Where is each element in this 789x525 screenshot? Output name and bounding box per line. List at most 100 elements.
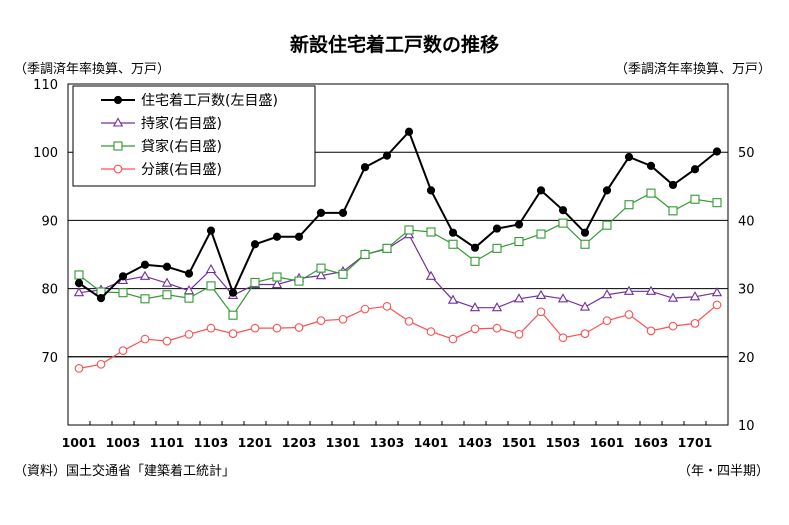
data-point (602, 220, 612, 230)
data-point (74, 279, 84, 288)
right-tick-label: 20 (738, 351, 755, 366)
data-point (513, 293, 525, 303)
data-point (624, 200, 634, 210)
data-point (316, 263, 326, 273)
data-point (536, 186, 546, 195)
data-point (404, 127, 414, 136)
data-point (118, 288, 128, 298)
x-tick-label: 1103 (194, 435, 229, 450)
left-tick-label: 100 (33, 146, 58, 161)
data-point (162, 336, 172, 346)
data-point (74, 364, 84, 373)
data-point (492, 323, 502, 333)
data-point (712, 300, 722, 310)
data-point (338, 269, 348, 279)
data-point (140, 334, 150, 344)
series-line (78, 304, 718, 369)
left-axis-unit: （季調済年率換算、万戸） (14, 62, 171, 77)
data-point (382, 151, 392, 160)
data-point (250, 323, 260, 333)
left-tick-label: 80 (41, 283, 58, 298)
data-point (360, 163, 370, 172)
data-point (514, 329, 524, 339)
data-point (448, 239, 458, 249)
data-point (113, 95, 123, 105)
x-tick-label: 1403 (458, 435, 493, 450)
data-point (448, 228, 458, 237)
data-point (272, 272, 282, 282)
data-point (470, 324, 480, 334)
x-tick-label: 1203 (282, 435, 317, 450)
x-tick-label: 1001 (62, 435, 97, 450)
gridlines (68, 151, 728, 358)
data-point (602, 316, 612, 326)
x-tick-label: 1603 (634, 435, 669, 450)
data-point (205, 263, 217, 274)
x-tick-label: 1003 (106, 435, 141, 450)
data-point (712, 198, 722, 208)
data-point (712, 147, 722, 156)
left-tick-label: 110 (33, 78, 58, 93)
data-point (162, 262, 172, 271)
data-point (140, 260, 150, 269)
data-point (536, 229, 546, 239)
data-point (447, 294, 459, 304)
x-tick-label: 1503 (546, 435, 581, 450)
data-point (272, 232, 282, 241)
right-tick-label: 10 (738, 419, 755, 434)
right-axis-ticks: 10 20 30 40 50 (738, 146, 755, 434)
data-point (316, 208, 326, 217)
series-line (78, 192, 718, 317)
data-point (294, 323, 304, 332)
data-point (206, 226, 216, 235)
data-point (426, 186, 436, 195)
legend-label: 住宅着工戸数(左目盛) (141, 93, 278, 109)
data-point (535, 289, 547, 299)
data-point (711, 287, 723, 297)
data-point (113, 141, 123, 151)
x-tick-label: 1601 (590, 435, 625, 450)
data-point (557, 293, 569, 303)
data-point (184, 329, 194, 339)
data-point (112, 117, 124, 127)
data-point (689, 291, 701, 301)
series-circle (74, 300, 722, 373)
data-point (404, 225, 414, 235)
x-tick-label: 1401 (414, 435, 449, 450)
data-point (162, 290, 172, 300)
data-point (360, 249, 370, 260)
chart-title: 新設住宅着工戸数の推移 (289, 34, 499, 56)
data-point (228, 329, 238, 338)
data-point (690, 194, 700, 204)
data-point (184, 293, 194, 303)
data-point (139, 270, 151, 280)
data-point (690, 319, 700, 328)
data-point (113, 164, 123, 174)
data-point (624, 310, 634, 319)
data-point (514, 220, 524, 229)
data-point (360, 304, 370, 314)
data-point (206, 281, 216, 291)
data-point (558, 206, 568, 215)
data-point (558, 333, 568, 343)
data-point (118, 272, 128, 281)
data-point (469, 302, 481, 312)
data-point (228, 288, 238, 297)
legend-item: 分譲(右目盛) (101, 162, 222, 178)
legend-item: 持家(右目盛) (101, 115, 222, 132)
legend-item: 貸家(右目盛) (101, 138, 222, 155)
data-point (491, 302, 503, 312)
data-point (73, 287, 85, 297)
data-point (579, 301, 591, 311)
data-point (382, 301, 392, 311)
series-line (78, 233, 718, 309)
data-point (580, 228, 590, 237)
data-point (74, 270, 84, 280)
data-point (294, 276, 304, 286)
data-point (624, 152, 634, 162)
data-point (645, 285, 657, 295)
data-point (646, 326, 656, 336)
data-point (426, 327, 436, 336)
legend-item: 住宅着工戸数(左目盛) (101, 93, 278, 109)
